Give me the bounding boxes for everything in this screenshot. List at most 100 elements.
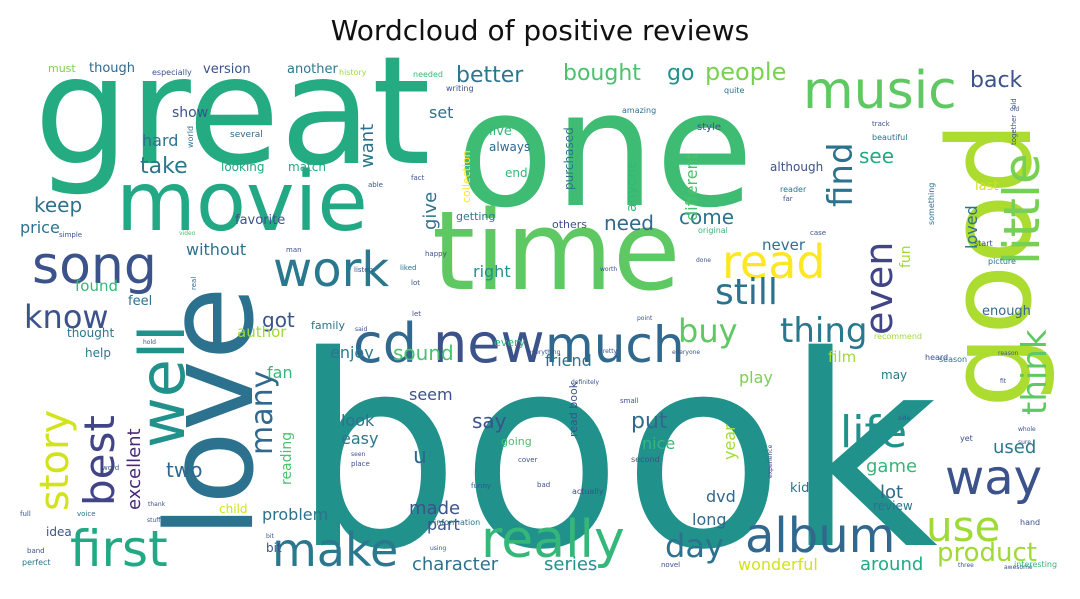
word-seem: seem (409, 385, 453, 404)
word-world: world (186, 126, 195, 148)
word-quality: quality (425, 432, 434, 460)
word-together: together (1010, 115, 1018, 145)
word-loved: loved (962, 205, 981, 249)
word-recommend: recommend (874, 332, 922, 341)
word-said: said (355, 326, 367, 333)
word-side: side (898, 415, 911, 422)
word-actually: actually (572, 487, 604, 496)
word-good: good (924, 121, 1058, 408)
word-another: another (287, 62, 338, 77)
word-story: story (32, 410, 78, 511)
word-original: original (698, 226, 728, 235)
word-several: several (230, 130, 263, 140)
word-hold: hold (143, 339, 156, 346)
word-help: help (85, 346, 111, 360)
word-others: others (552, 218, 587, 231)
word-easy: easy (341, 429, 378, 448)
word-end: end (505, 166, 528, 180)
word-dvd: dvd (706, 487, 736, 506)
word-using: using (430, 545, 446, 552)
word-simple: simple (59, 231, 82, 239)
word-let: let (412, 310, 421, 318)
word-enough: enough (982, 304, 1031, 319)
word-whole: whole (1018, 426, 1036, 433)
word-getting: getting (456, 210, 495, 223)
word-going: going (501, 435, 532, 448)
word-hand: hand (1020, 518, 1040, 527)
word-word: word (102, 464, 119, 472)
word-stuff: stuff (147, 517, 161, 524)
word-album: album (745, 508, 895, 564)
word-version: version (203, 62, 251, 77)
word-every: every (494, 336, 526, 349)
word-reading: reading (279, 432, 295, 485)
word-never: never (762, 236, 806, 254)
word-kid: kid (790, 481, 809, 496)
word-read-book: read book (567, 381, 580, 437)
word-old: old (1010, 98, 1018, 109)
word-buy: buy (678, 312, 738, 350)
word-video: video (179, 230, 196, 237)
word-different: different (682, 153, 701, 221)
word-make: make (272, 523, 398, 577)
word-lot: lot (411, 279, 420, 287)
word-time: time (432, 187, 681, 315)
word-awesome: awesome (1004, 564, 1033, 571)
word-first: first (70, 520, 168, 578)
word-game: game (866, 456, 917, 477)
word-track: track (872, 120, 891, 128)
word-fan: fan (267, 363, 293, 382)
word-character: character (412, 554, 499, 575)
word-movie: movie (116, 155, 368, 250)
word-thing: thing (780, 311, 867, 351)
word-man: man (286, 246, 302, 254)
word-feel: feel (128, 294, 152, 309)
word-last: last (975, 179, 998, 194)
word-must: must (48, 62, 76, 75)
word-definitely: definitely (571, 379, 599, 386)
word-although: although (770, 160, 823, 174)
chart-title: Wordcloud of positive reviews (330, 14, 750, 47)
word-used: used (993, 437, 1036, 458)
word-work: work (273, 242, 389, 298)
word-better: better (456, 63, 524, 88)
word-keep: keep (34, 193, 82, 217)
word-favorite: favorite (235, 213, 285, 228)
word-fun: fun (898, 245, 914, 268)
word-history: history (339, 68, 367, 77)
word-able: able (368, 181, 383, 189)
word-collection: collection (460, 150, 473, 203)
word-sure: sure (1018, 439, 1031, 446)
word-come: come (679, 205, 734, 229)
word-thought: thought (67, 326, 114, 340)
word-lot: lot (880, 482, 903, 503)
word-nice: nice (642, 434, 675, 453)
word-little: little (993, 153, 1051, 265)
word-review: review (873, 499, 913, 513)
word-much: much (545, 316, 685, 374)
word-even: even (857, 242, 901, 335)
word-bit: bit (266, 533, 274, 540)
word-seen: seen (351, 451, 366, 458)
word-without: without (186, 240, 246, 259)
word-picture: picture (988, 257, 1016, 266)
word-needed: needed (413, 70, 443, 79)
word-something: something (927, 183, 936, 225)
word-part: part (427, 515, 460, 534)
word-hard: hard (142, 131, 178, 150)
word-song: song (32, 236, 157, 296)
word-interesting: interesting (1014, 560, 1057, 569)
word-small: small (620, 397, 639, 405)
word-everything: everything (528, 349, 561, 356)
word-film: film (828, 348, 856, 366)
word-show: show (172, 105, 208, 121)
word-reason: reason (998, 350, 1019, 357)
word-style: style (697, 122, 721, 133)
word-wonderful: wonderful (738, 555, 818, 574)
word-full: full (20, 510, 31, 518)
word-bad: bad (537, 481, 550, 489)
word-look: look (341, 411, 375, 430)
word-sound: sound (393, 341, 454, 365)
word-want: want (357, 124, 378, 168)
